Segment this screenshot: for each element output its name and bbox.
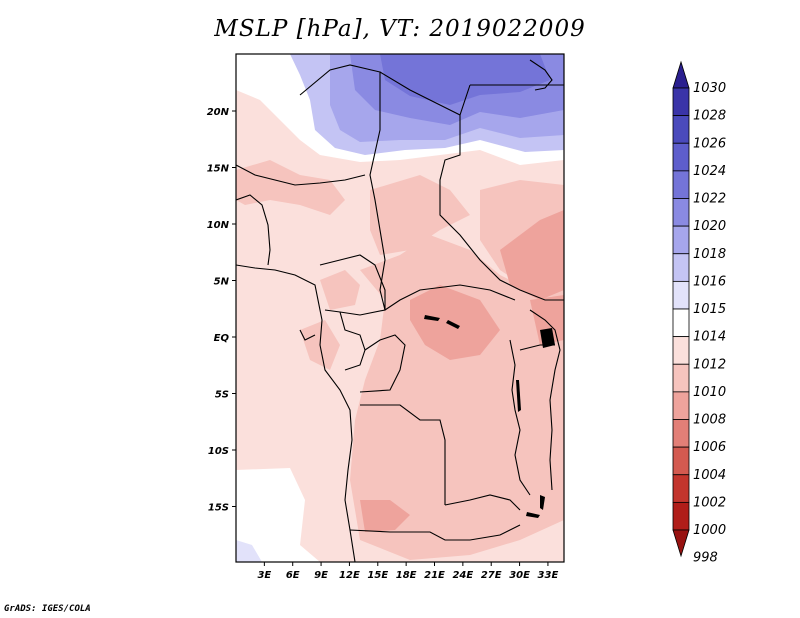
- colorbar-swatch: [672, 363, 690, 393]
- colorbar-label-1004: 1004: [693, 468, 726, 483]
- colorbar-label-998: 998: [693, 551, 718, 566]
- lon-label-27E: 27E: [481, 570, 502, 581]
- lon-label-24E: 24E: [452, 570, 473, 581]
- lat-label-EQ: EQ: [214, 333, 230, 344]
- colorbar-swatch: [672, 142, 690, 172]
- pressure-field: [236, 54, 564, 562]
- lat-label-10N: 10N: [207, 220, 230, 231]
- colorbar-swatch: [672, 225, 690, 255]
- latitude-axis: 20N 15N 10N 5N EQ 5S 10S 15S: [207, 107, 236, 514]
- border-sahel: [236, 164, 366, 186]
- colorbar-swatch: [672, 170, 690, 199]
- colorbar-swatch: [672, 336, 690, 365]
- colorbar-label-1024: 1024: [693, 164, 726, 179]
- field-1014-sw: [236, 468, 320, 562]
- colorbar-label-1020: 1020: [693, 219, 726, 234]
- border-libya-sudan: [459, 84, 471, 116]
- colorbar: 1030 1028 1026 1024 1022 1020 1018 1016 1015 1014…: [672, 60, 726, 566]
- colorbar-label-1006: 1006: [693, 440, 726, 455]
- colorbar-label-1000: 1000: [693, 523, 726, 538]
- lat-label-15S: 15S: [208, 503, 229, 514]
- colorbar-label-1014: 1014: [693, 330, 726, 345]
- great-lakes-west: [509, 339, 531, 496]
- colorbar-swatch: [672, 115, 690, 144]
- field-1022: [380, 54, 550, 105]
- field-1010-patches: [236, 160, 564, 560]
- colorbar-swatch: [672, 501, 690, 531]
- map-title: MSLP [hPa], VT: 2019022009: [214, 16, 586, 42]
- map-frame: [235, 53, 565, 563]
- colorbar-label-1015: 1015: [693, 302, 726, 317]
- colorbar-bottom-arrow: [672, 529, 690, 558]
- border-niger-chad: [299, 64, 386, 311]
- colorbar-label-1018: 1018: [693, 247, 726, 262]
- west-coastline: [236, 264, 356, 562]
- coastlines-borders: [236, 59, 564, 562]
- colorbar-top-arrow: [672, 60, 690, 89]
- border-car-drc: [384, 284, 516, 311]
- colorbar-swatch: [672, 474, 690, 503]
- colorbar-label-1010: 1010: [693, 385, 726, 400]
- colorbar-label-1022: 1022: [693, 192, 726, 207]
- lat-label-5N: 5N: [214, 277, 230, 288]
- colorbar-label-1002: 1002: [693, 495, 726, 510]
- grads-credit: GrADS: IGES/COLA: [4, 604, 91, 614]
- lon-label-12E: 12E: [339, 570, 360, 581]
- lat-label-20N: 20N: [207, 107, 230, 118]
- lon-label-30E: 30E: [509, 570, 530, 581]
- colorbar-swatch: [672, 308, 690, 338]
- colorbar-swatch: [672, 391, 690, 420]
- border-angola-drc: [360, 404, 446, 505]
- colorbar-swatch: [672, 87, 690, 117]
- colorbar-label-1016: 1016: [693, 274, 726, 289]
- border-namibia: [349, 524, 521, 541]
- lon-label-9E: 9E: [314, 570, 328, 581]
- lat-label-5S: 5S: [215, 390, 229, 401]
- border-congo-drc: [359, 334, 406, 393]
- lat-label-10S: 10S: [208, 446, 229, 457]
- lon-label-18E: 18E: [396, 570, 417, 581]
- border-east-africa: [529, 309, 561, 491]
- colorbar-swatch: [672, 280, 690, 310]
- colorbar-swatch: [672, 253, 690, 282]
- colorbar-swatch: [672, 419, 690, 448]
- island-bioko: [299, 329, 316, 341]
- field-1015-sw: [236, 540, 262, 562]
- lon-label-33E: 33E: [538, 570, 559, 581]
- colorbar-label-1012: 1012: [693, 357, 726, 372]
- border-zambia: [444, 494, 521, 511]
- border-cameroon: [319, 254, 386, 316]
- lat-label-15N: 15N: [207, 164, 230, 175]
- border-west-africa: [236, 194, 271, 266]
- longitude-axis: 3E 6E 9E 12E 15E 18E 21E 24E 27E 30E 33E: [257, 562, 558, 581]
- colorbar-label-1026: 1026: [693, 136, 726, 151]
- nile-delta: [529, 59, 553, 91]
- border-gabon-congo: [339, 311, 366, 371]
- lakes: [424, 315, 555, 518]
- colorbar-swatch: [672, 446, 690, 476]
- lon-label-3E: 3E: [257, 570, 271, 581]
- colorbar-label-1008: 1008: [693, 413, 726, 428]
- colorbar-swatch: [672, 198, 690, 227]
- lon-label-6E: 6E: [286, 570, 300, 581]
- lon-label-15E: 15E: [367, 570, 388, 581]
- colorbar-label-1030: 1030: [693, 81, 726, 96]
- border-chad-sudan: [379, 71, 564, 301]
- lon-label-21E: 21E: [424, 570, 445, 581]
- colorbar-label-1028: 1028: [693, 109, 726, 124]
